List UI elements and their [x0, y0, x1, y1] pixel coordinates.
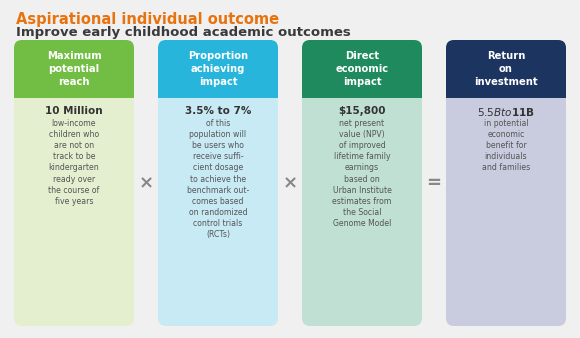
- Bar: [158, 90, 278, 98]
- Text: 3.5% to 7%: 3.5% to 7%: [185, 106, 251, 116]
- Text: Proportion
achieving
impact: Proportion achieving impact: [188, 51, 248, 87]
- Bar: [446, 90, 566, 98]
- Text: Aspirational individual outcome: Aspirational individual outcome: [16, 12, 279, 27]
- Text: net present
value (NPV)
of improved
lifetime family
earnings
based on
Urban Inst: net present value (NPV) of improved life…: [332, 119, 392, 228]
- FancyBboxPatch shape: [14, 40, 134, 326]
- Text: ×: ×: [139, 174, 154, 192]
- Text: Direct
economic
impact: Direct economic impact: [335, 51, 389, 87]
- FancyBboxPatch shape: [446, 40, 566, 98]
- Text: ×: ×: [282, 174, 298, 192]
- Text: Improve early childhood academic outcomes: Improve early childhood academic outcome…: [16, 26, 351, 39]
- Text: 10 Million: 10 Million: [45, 106, 103, 116]
- FancyBboxPatch shape: [302, 40, 422, 98]
- Text: =: =: [426, 174, 441, 192]
- FancyBboxPatch shape: [14, 40, 134, 98]
- Bar: [302, 90, 422, 98]
- FancyBboxPatch shape: [302, 40, 422, 326]
- Text: Maximum
potential
reach: Maximum potential reach: [46, 51, 102, 87]
- Text: in potential
economic
benefit for
individuals
and families: in potential economic benefit for indivi…: [482, 119, 530, 172]
- Bar: [14, 90, 134, 98]
- Text: $5.5B to $11B: $5.5B to $11B: [477, 106, 535, 118]
- FancyBboxPatch shape: [158, 40, 278, 326]
- Text: Return
on
investment: Return on investment: [474, 51, 538, 87]
- Text: low-income
children who
are not on
track to be
kindergarten
ready over
the cours: low-income children who are not on track…: [48, 119, 100, 206]
- FancyBboxPatch shape: [446, 40, 566, 326]
- Text: of this
population will
be users who
receive suffi-
cient dosage
to achieve the
: of this population will be users who rec…: [187, 119, 249, 239]
- Text: $15,800: $15,800: [338, 106, 386, 116]
- FancyBboxPatch shape: [158, 40, 278, 98]
